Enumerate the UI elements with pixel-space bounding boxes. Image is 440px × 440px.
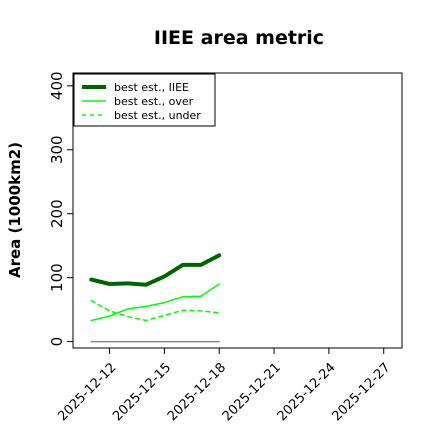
plot-area [72,72,403,349]
legend-label: best est., under [114,109,201,122]
y-tick-label: 0 [48,337,66,347]
series-line-best-est-iiee [89,253,222,287]
legend-label: best est., over [114,95,194,108]
y-tick-label: 100 [48,263,66,292]
series-line-best-est-under [90,299,220,322]
x-tick-label: 2025-12-24 [275,360,339,424]
x-tick-label: 2025-12-12 [55,360,119,424]
series-line-best-est-over [90,283,220,322]
x-tick-label: 2025-12-15 [110,360,174,424]
chart-title: IIEE area metric [154,27,324,49]
y-axis: 0 100 200 300 400 [48,71,73,346]
legend-box [73,73,216,127]
x-axis: 2025-12-122025-12-152025-12-182025-12-21… [55,348,394,424]
y-tick-label: 200 [48,199,66,228]
y-axis-label: Area (1000km2) [6,142,24,278]
series-layer [89,253,222,343]
x-tick-label: 2025-12-18 [165,360,229,424]
x-tick-label: 2025-12-27 [330,360,394,424]
x-tick-label: 2025-12-21 [220,360,284,424]
y-tick-label: 400 [48,71,66,100]
legend-label: best est., IIEE [114,81,189,94]
y-tick-label: 300 [48,135,66,164]
